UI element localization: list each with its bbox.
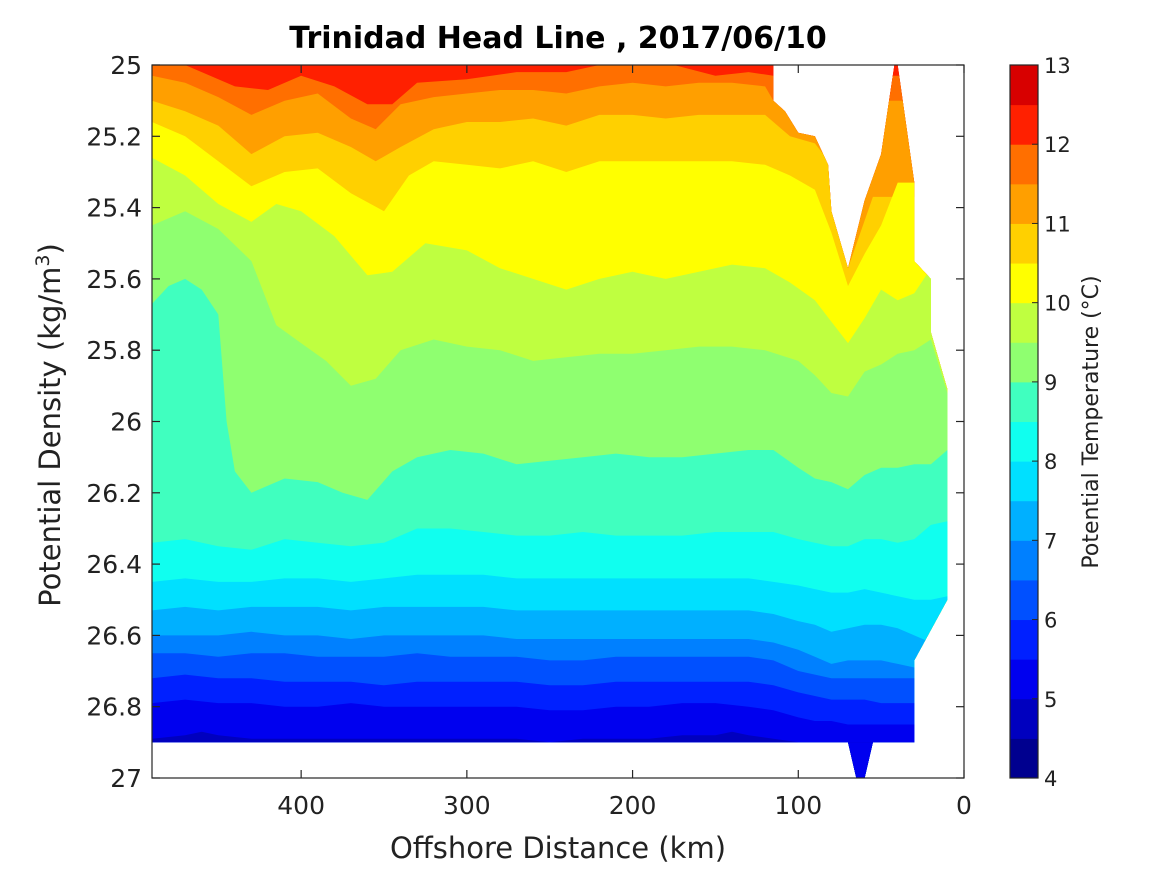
- y-tick-label: 25.2: [86, 122, 142, 151]
- y-tick-label: 25.4: [86, 194, 142, 223]
- y-axis-label-close: ): [33, 243, 67, 254]
- colorbar-tick-label: 5: [1044, 688, 1057, 712]
- colorbar-segment-6: [1010, 500, 1038, 541]
- y-tick-label: 25.6: [86, 265, 142, 294]
- y-tick-label: 26.8: [86, 693, 142, 722]
- colorbar-segment-10: [1010, 342, 1038, 383]
- contour-band-cold-notch: [848, 742, 873, 778]
- colorbar-tick-label: 13: [1044, 54, 1071, 78]
- colorbar-segment-5: [1010, 540, 1038, 581]
- colorbar-segment-1: [1010, 698, 1038, 739]
- y-tick-label: 27: [110, 764, 142, 793]
- x-tick-label: 200: [609, 791, 657, 820]
- y-axis-label-main: Potential Density (kg/m: [33, 267, 67, 607]
- colorbar: 4 5 6 7 8 9 10 11 12 13: [1009, 54, 1071, 791]
- y-tick-label: 26.2: [86, 479, 142, 508]
- y-tick-label: 26: [110, 408, 142, 437]
- colorbar-segment-7: [1010, 461, 1038, 502]
- colorbar-tick-label: 6: [1044, 609, 1057, 633]
- chart-title: Trinidad Head Line , 2017/06/10: [289, 21, 826, 56]
- colorbar-segment-16: [1010, 104, 1038, 145]
- colorbar-segment-12: [1010, 263, 1038, 304]
- colorbar-segment-17: [1010, 65, 1038, 106]
- colorbar-tick-label: 9: [1044, 371, 1057, 395]
- colorbar-segment-0: [1010, 738, 1038, 779]
- x-axis: 400 300 200 100 0: [277, 65, 972, 820]
- colorbar-segment-4: [1010, 579, 1038, 621]
- colorbar-tick-label: 12: [1044, 133, 1071, 157]
- colorbar-label: Potential Temperature (°C): [1079, 275, 1104, 568]
- colorbar-segment-11: [1010, 302, 1038, 343]
- colorbar-tick-label: 10: [1044, 292, 1071, 316]
- colorbar-segment-8: [1010, 421, 1038, 462]
- colorbar-tick-label: 7: [1044, 529, 1057, 553]
- colorbar-segment-15: [1010, 144, 1038, 185]
- x-tick-label: 100: [774, 791, 822, 820]
- colorbar-segment-14: [1010, 183, 1038, 224]
- y-tick-label: 26.6: [86, 621, 142, 650]
- colorbar-segment-13: [1010, 223, 1038, 264]
- x-tick-label: 400: [277, 791, 325, 820]
- colorbar-frame: [1009, 64, 1039, 779]
- x-tick-label: 0: [956, 791, 972, 820]
- y-axis-label-superscript: 3: [32, 254, 54, 266]
- y-axis: 25 25.2 25.4 25.6 25.8 26 26.2 26.4 26.6 26.8 27: [86, 51, 964, 793]
- y-tick-label: 25.8: [86, 336, 142, 365]
- colorbar-segment-2: [1010, 659, 1038, 700]
- y-tick-label: 26.4: [86, 550, 142, 579]
- contour-fills: [152, 65, 948, 778]
- x-axis-label: Offshore Distance (km): [390, 831, 726, 865]
- colorbar-segment-3: [1010, 619, 1038, 660]
- y-axis-label: Potential Density (kg/m3): [32, 243, 67, 607]
- colorbar-tick-label: 11: [1044, 212, 1071, 236]
- colorbar-segment-9: [1010, 381, 1038, 422]
- y-tick-label: 25: [110, 51, 142, 80]
- colorbar-tick-label: 8: [1044, 450, 1057, 474]
- plot-area: 400 300 200 100 0 25 25.2 25.4 25.6 25.8 26 26.2 26…: [86, 51, 972, 820]
- colorbar-tick-label: 4: [1044, 767, 1057, 791]
- x-tick-label: 300: [443, 791, 491, 820]
